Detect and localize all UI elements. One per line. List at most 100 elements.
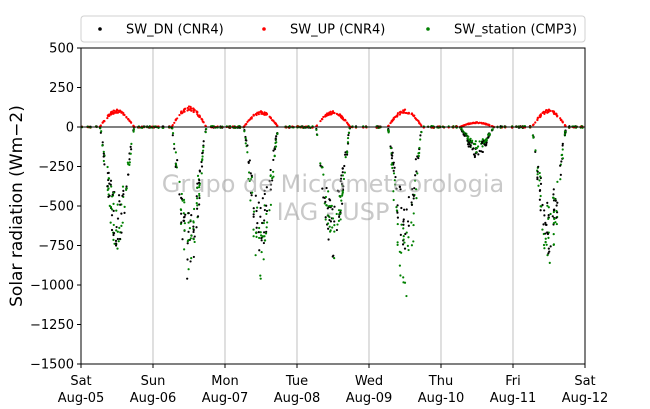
point-sw-up [389,121,392,125]
point-sw-station [544,237,547,240]
point-sw-dn [337,190,340,193]
point-sw-station [249,178,253,181]
point-sw-dn [116,217,120,220]
point-sw-station [100,130,103,133]
point-sw-up [189,107,192,110]
point-sw-dn [326,207,329,210]
point-sw-up [554,112,557,115]
point-sw-dn [539,209,542,212]
point-sw-dn [552,193,555,196]
point-sw-dn [544,232,547,235]
point-sw-station [107,177,111,180]
point-sw-up [190,109,193,112]
point-sw-dn [485,142,488,145]
x-tick-label-day: Thu [428,374,453,389]
point-sw-station [396,243,399,246]
point-sw-station [475,151,478,154]
point-sw-station [563,130,567,133]
point-sw-station [416,172,419,175]
point-sw-station [391,166,394,170]
point-sw-dn [110,228,114,232]
point-sw-dn [410,188,414,191]
point-sw-dn [541,203,544,207]
point-sw-up [325,112,329,115]
point-sw-station [392,198,395,202]
point-sw-up [125,116,128,119]
point-sw-dn [196,215,200,218]
x-tick-label-date: Aug-08 [274,391,321,406]
point-sw-up [123,113,126,117]
point-sw-up [561,121,564,124]
point-sw-dn [268,179,271,183]
point-sw-dn [198,196,201,200]
point-sw-station [106,188,109,192]
point-sw-station [347,131,351,134]
point-sw-station [264,232,268,235]
point-sw-up [396,112,399,115]
point-sw-dn [403,247,407,250]
point-sw-station [187,221,190,224]
point-sw-station [346,141,350,144]
point-sw-up [247,119,250,122]
point-sw-dn [393,166,396,169]
point-sw-dn [263,192,266,196]
point-sw-station [536,173,539,176]
point-sw-dn [116,237,119,241]
point-sw-station [417,154,420,158]
point-sw-station [178,180,181,183]
point-sw-dn [338,215,341,218]
point-sw-dn [415,170,418,173]
point-sw-up [195,110,198,113]
point-sw-dn [200,165,204,168]
point-sw-dn [192,228,195,232]
point-sw-station [333,230,336,233]
point-sw-dn [321,187,324,190]
point-sw-dn [396,204,399,207]
point-sw-station [252,228,255,231]
point-sw-dn [551,215,554,218]
point-sw-dn [339,180,342,183]
point-sw-station [201,158,204,161]
point-sw-station [546,204,549,207]
point-sw-dn [481,140,484,143]
point-sw-station [275,141,278,144]
point-sw-dn [102,152,105,155]
point-sw-dn [341,171,344,174]
point-sw-dn [248,159,251,162]
point-sw-up [101,121,104,124]
point-sw-dn [561,144,564,147]
point-sw-station [402,227,405,230]
x-tick-label-day: Sat [574,374,595,389]
point-sw-dn [103,163,106,166]
point-sw-up [390,120,394,123]
point-sw-dn [107,171,110,174]
point-sw-up [403,108,407,111]
point-sw-station [393,179,396,182]
point-sw-dn [269,168,272,172]
point-sw-station [407,248,410,252]
point-sw-station [472,142,476,145]
point-sw-up [543,111,546,114]
point-sw-dn [125,185,128,188]
point-sw-station [259,274,262,277]
point-sw-up [335,112,339,115]
point-sw-up [192,110,195,114]
point-sw-up [538,114,541,117]
point-sw-station [195,197,199,200]
point-sw-station [553,217,556,221]
point-sw-station [118,226,121,229]
point-sw-dn [252,215,255,218]
legend-marker [426,27,430,31]
point-sw-dn [402,220,405,223]
point-sw-station [276,132,279,136]
point-sw-dn [537,165,540,168]
point-sw-up [545,109,548,112]
y-tick-label: −500 [38,200,74,215]
point-sw-station [198,192,201,196]
point-sw-station [189,219,192,222]
point-sw-dn [176,159,179,162]
point-sw-dn [329,220,333,223]
point-sw-dn [553,208,556,211]
legend-marker [262,27,266,31]
point-sw-up [106,116,109,120]
